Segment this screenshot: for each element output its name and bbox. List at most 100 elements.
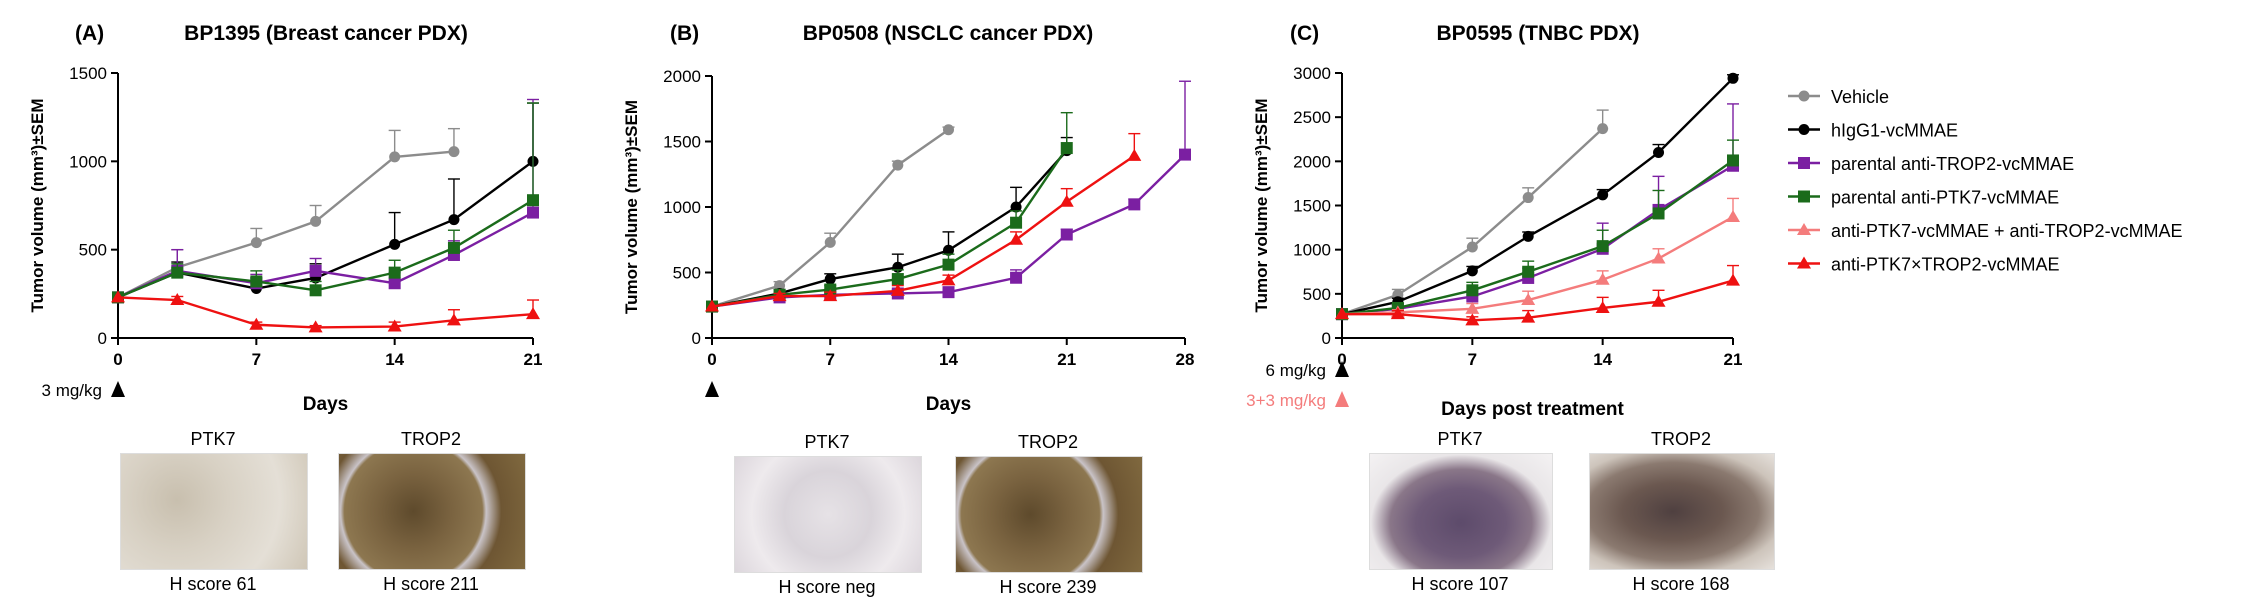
data-point [1127,148,1142,161]
data-point [249,317,264,330]
legend-marker [1798,157,1810,169]
ihc-hscore-label: H score neg [778,577,876,597]
data-point [942,286,955,299]
data-point [308,320,323,333]
legend-marker [1797,223,1811,235]
ihc-image [1369,453,1553,570]
data-point [1727,72,1739,84]
data-point [388,277,401,290]
x-tick-label: 28 [1176,350,1195,369]
data-point [448,146,460,158]
x-tick-label: 0 [113,350,122,369]
x-tick-label: 7 [252,350,261,369]
data-point [387,319,402,332]
y-tick-label: 500 [673,264,701,283]
series-line [117,211,534,299]
data-point [1726,209,1740,222]
data-point [310,215,322,227]
data-point [890,283,905,296]
chart-panel-2: (B) BP0508 (NSCLC cancer PDX) 0 500 1000 1500… [622,22,1194,415]
y-axis-label: Tumor volume (mm³)±SEM [622,100,641,314]
data-point [250,237,262,249]
data-point [1522,192,1534,204]
chart-title: BP0595 (TNBC PDX) [1436,22,1639,45]
data-point [1059,194,1074,207]
y-tick-label: 0 [1322,329,1331,348]
data-point [943,124,954,136]
dose-label: 3 mg/kg [42,381,102,400]
data-point [823,289,838,302]
data-point [1335,307,1349,320]
legend-marker [1797,256,1811,269]
data-point [389,238,401,250]
data-point [1727,154,1739,167]
data-point [1466,265,1478,277]
data-point [1726,273,1740,286]
series-line [117,150,455,299]
legend-label: hIgG1-vcMMAE [1831,121,1958,141]
data-point [891,273,904,286]
ihc-marker-label: TROP2 [1017,432,1078,452]
x-axis-label: Days [926,394,971,415]
data-point [772,289,787,302]
legend-label: anti-PTK7×TROP2-vcMMAE [1831,255,2060,275]
y-tick-label: 2000 [1293,152,1331,171]
data-point [1465,301,1480,314]
series-line [1341,77,1734,316]
legend-marker [1798,90,1810,102]
data-point [388,266,401,279]
y-tick-label: 1000 [69,152,107,171]
ihc-marker-label: PTK7 [1437,429,1483,449]
dose-arrow [705,381,719,397]
ihc-marker-label: PTK7 [190,429,236,449]
data-point [1653,147,1665,158]
x-tick-label: 21 [1057,350,1076,369]
y-tick-label: 500 [79,241,107,260]
data-point [1390,307,1405,320]
data-point [1595,300,1610,313]
y-tick-label: 1500 [69,64,107,83]
dose-label: 6 mg/kg [1266,361,1326,380]
ihc-hscore-label: H score 168 [1632,574,1730,594]
dose-arrow [1335,361,1349,377]
y-axis-label: Tumor volume (mm³)±SEM [1252,99,1271,313]
ihc-hscore-label: H score 239 [999,577,1097,597]
data-point [1010,216,1023,229]
x-tick-label: 21 [524,350,543,369]
series [111,290,540,333]
chart-panel-1: (A) BP1395 (Breast cancer PDX) 0 500 1000 150… [28,22,542,415]
data-point [1521,293,1536,306]
y-tick-label: 1500 [663,133,701,152]
data-point [941,273,956,286]
data-point [1651,251,1666,264]
y-tick-label: 500 [1303,285,1331,304]
ihc-marker-label: PTK7 [804,432,850,452]
y-tick-label: 1500 [1293,197,1331,216]
panel-letter: (A) [75,22,104,45]
ihc-image [120,453,308,570]
data-point [705,299,719,312]
data-point [1596,240,1609,253]
ihc-image [338,453,526,570]
data-point [309,264,322,277]
data-point [1597,189,1609,201]
y-tick-label: 1000 [1293,241,1331,260]
data-point [1009,232,1024,245]
data-point [1465,313,1480,326]
y-axis-label: Tumor volume (mm³)±SEM [28,99,47,313]
data-point [824,273,836,285]
ihc-image [734,456,922,573]
y-tick-label: 1000 [663,198,701,217]
data-point [171,266,184,279]
data-point [527,206,539,219]
data-point [1010,201,1022,213]
data-point [1651,294,1666,307]
series [1336,103,1739,321]
series [1336,72,1739,320]
ihc-hscore-label: H score 61 [169,574,257,594]
data-point [1010,271,1023,284]
data-point [447,241,460,254]
y-tick-label: 2000 [663,67,701,86]
legend-label: anti-PTK7-vcMMAE + anti-TROP2-vcMMAE [1831,221,2183,241]
